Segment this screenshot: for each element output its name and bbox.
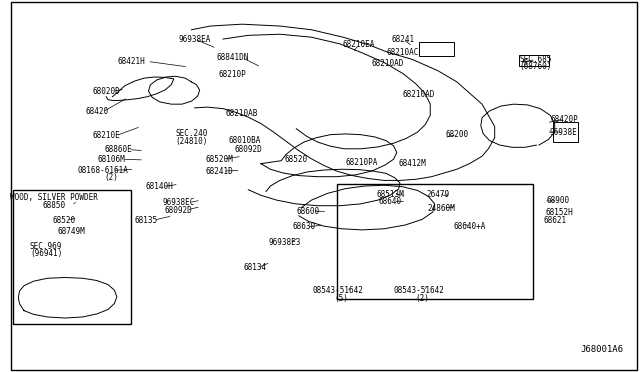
Text: 68241D: 68241D xyxy=(206,167,234,176)
Bar xyxy=(518,55,549,66)
Text: 68210AB: 68210AB xyxy=(226,109,258,118)
Text: 68520M: 68520M xyxy=(206,155,234,164)
Bar xyxy=(337,184,532,299)
Text: WOOD, SILVER POWDER: WOOD, SILVER POWDER xyxy=(10,193,98,202)
Text: 68152H: 68152H xyxy=(546,208,573,217)
Text: 68020D: 68020D xyxy=(92,87,120,96)
Text: 68640+A: 68640+A xyxy=(453,222,486,231)
Text: 68200: 68200 xyxy=(445,130,468,139)
Text: 68513M: 68513M xyxy=(376,190,404,199)
Text: 68010BA: 68010BA xyxy=(229,136,261,145)
Text: SEC.685: SEC.685 xyxy=(520,55,552,64)
Text: 68210AD: 68210AD xyxy=(403,90,435,99)
Text: 68241: 68241 xyxy=(392,35,415,44)
Text: 96938E: 96938E xyxy=(549,128,577,137)
Text: 68210PA: 68210PA xyxy=(346,158,378,167)
Text: 24860M: 24860M xyxy=(427,204,455,213)
Text: (5): (5) xyxy=(334,294,348,303)
Text: 68420: 68420 xyxy=(85,107,108,116)
Text: (68760): (68760) xyxy=(520,62,552,71)
Text: 68850: 68850 xyxy=(42,201,65,210)
Text: 68841DN: 68841DN xyxy=(216,53,249,62)
Text: 96938E3: 96938E3 xyxy=(269,238,301,247)
Text: (24810): (24810) xyxy=(175,137,207,146)
Text: 96938EA: 96938EA xyxy=(179,35,211,44)
Text: (2): (2) xyxy=(104,173,118,182)
Text: 68092D: 68092D xyxy=(165,206,193,215)
Text: 68621: 68621 xyxy=(544,216,567,225)
Text: 68210E: 68210E xyxy=(92,131,120,140)
Bar xyxy=(419,42,454,56)
Text: 68600: 68600 xyxy=(297,207,320,216)
Text: 68135: 68135 xyxy=(134,216,157,225)
Text: 68134: 68134 xyxy=(243,263,266,272)
Text: 26479: 26479 xyxy=(426,190,449,199)
Text: 68412M: 68412M xyxy=(399,159,426,168)
Text: SEC.969: SEC.969 xyxy=(30,242,62,251)
Bar xyxy=(553,122,578,142)
Text: 08543-51642: 08543-51642 xyxy=(394,286,444,295)
Text: 68630: 68630 xyxy=(292,222,316,231)
Text: 68210AC: 68210AC xyxy=(387,48,419,57)
Text: 68210P: 68210P xyxy=(219,70,246,79)
Text: 08543-51642: 08543-51642 xyxy=(312,286,364,295)
Text: 68860E: 68860E xyxy=(105,145,132,154)
Text: 68900: 68900 xyxy=(547,196,570,205)
Text: 68420P: 68420P xyxy=(550,115,578,124)
Text: 68520: 68520 xyxy=(284,155,307,164)
Text: 68421H: 68421H xyxy=(118,57,145,66)
Text: 68210EA: 68210EA xyxy=(342,40,375,49)
Text: 08168-6161A: 08168-6161A xyxy=(77,166,129,175)
Text: 68520: 68520 xyxy=(52,216,76,225)
Text: 68140H: 68140H xyxy=(146,182,173,191)
Text: 68749M: 68749M xyxy=(58,227,85,236)
Text: 68092D: 68092D xyxy=(234,145,262,154)
Text: J68001A6: J68001A6 xyxy=(580,345,623,354)
Text: (2): (2) xyxy=(415,294,429,303)
Text: (96941): (96941) xyxy=(30,249,62,258)
Text: 68106M: 68106M xyxy=(97,155,125,164)
Text: 96938EC: 96938EC xyxy=(163,198,195,207)
Bar xyxy=(13,190,131,324)
Text: 68640: 68640 xyxy=(379,197,402,206)
Text: SEC.240: SEC.240 xyxy=(175,129,207,138)
Text: 68210AD: 68210AD xyxy=(371,59,403,68)
